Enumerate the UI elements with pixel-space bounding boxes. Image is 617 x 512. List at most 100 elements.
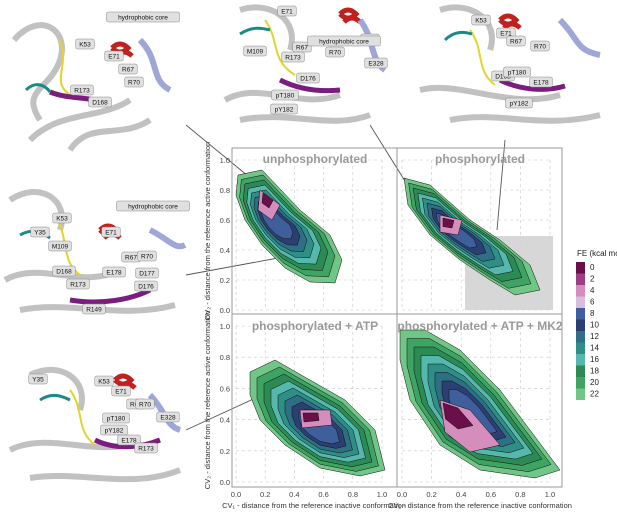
residue-label: K53 (75, 38, 95, 50)
svg-text:R70: R70 (329, 50, 341, 57)
colorbar-level: 4 (590, 286, 595, 295)
panel-titles: unphosphorylated phosphorylated phosphoryl… (252, 152, 563, 333)
svg-text:hydrophobic core: hydrophobic core (319, 39, 369, 46)
svg-text:R67: R67 (510, 39, 522, 46)
x-tick-label: 0.2 (260, 490, 270, 499)
svg-text:R67: R67 (296, 45, 308, 52)
y-tick-label: 0.2 (220, 447, 230, 456)
contour-minimum (302, 412, 320, 423)
svg-text:R70: R70 (139, 402, 151, 409)
svg-text:E328: E328 (160, 415, 176, 422)
svg-text:E71: E71 (115, 389, 127, 396)
colorbar-title: FE (kcal mol⁻¹) (577, 249, 617, 258)
panel-title-p3: phosphorylated + ATP (252, 319, 378, 333)
surface-p1 (235, 169, 343, 284)
structure-panel-top-right (419, 4, 601, 124)
x-tick-label: 0.0 (231, 490, 241, 499)
loop-lavender (137, 37, 172, 93)
contour-minimum (261, 192, 274, 209)
svg-text:R173: R173 (285, 55, 301, 62)
y-tick-label: 0.0 (220, 306, 230, 315)
x-tick-label: 0.4 (289, 490, 299, 499)
svg-text:R67: R67 (122, 67, 134, 74)
svg-text:pY182: pY182 (275, 107, 294, 114)
y-tick-label: 1.0 (220, 156, 230, 165)
svg-text:R173: R173 (138, 446, 154, 453)
svg-text:D177: D177 (139, 271, 155, 278)
y-axis-label-top: CV₂ - distance from the reference active… (203, 142, 212, 320)
svg-text:E178: E178 (106, 270, 122, 277)
svg-text:pY182: pY182 (510, 101, 529, 108)
x-tick-label: 0.0 (397, 490, 407, 499)
svg-text:M109: M109 (247, 49, 264, 56)
residue-label: hydrophobic core (106, 11, 180, 23)
svg-text:E71: E71 (105, 230, 117, 237)
x-tick-label: 1.0 (545, 490, 555, 499)
residue-label: D168 (88, 96, 112, 108)
residue-label: K53 (52, 212, 72, 224)
colorbar-level: 18 (590, 367, 599, 376)
colorbar-swatch (576, 296, 585, 308)
residue-label: D177 (135, 267, 159, 279)
residue-label: E178 (117, 434, 141, 446)
residue-label: E71 (101, 226, 121, 238)
y-tick-label: 0.8 (220, 353, 230, 362)
colorbar-swatch (576, 308, 585, 320)
x-tick-label: 0.6 (318, 490, 328, 499)
svg-text:E178: E178 (533, 80, 549, 87)
svg-text:R70: R70 (141, 254, 153, 261)
colorbar-level: 0 (590, 263, 595, 272)
residue-label: R70 (124, 76, 144, 88)
svg-text:hydrophobic core: hydrophobic core (118, 15, 168, 22)
colorbar-swatch (576, 273, 585, 285)
svg-text:D168: D168 (56, 269, 72, 276)
residue-label: E328 (364, 57, 388, 69)
surface-p3 (249, 359, 386, 477)
colorbar-swatch (576, 331, 585, 343)
residue-label: pY182 (270, 103, 298, 115)
x-tick-label: 0.6 (486, 490, 496, 499)
residue-label: R173 (281, 51, 305, 63)
svg-text:K53: K53 (56, 216, 68, 223)
colorbar-level: 10 (590, 321, 599, 330)
residue-label: D176 (134, 280, 158, 292)
colorbar: 0 2 4 6 8 10 12 14 16 18 20 22 (576, 262, 599, 400)
residue-label: R173 (66, 278, 90, 290)
svg-text:pT180: pT180 (508, 70, 527, 77)
svg-text:R67: R67 (125, 255, 137, 262)
svg-text:D176: D176 (300, 76, 316, 83)
residue-label: pT180 (271, 89, 299, 101)
residue-label: K53 (94, 375, 114, 387)
panel-title-p2: phosphorylated (435, 152, 525, 166)
svg-text:D168: D168 (92, 100, 108, 107)
y-tick-label: 0.0 (220, 478, 230, 487)
y-axis-label-bottom: CV₂ - distance from the reference active… (203, 311, 212, 489)
residue-label: E178 (102, 266, 126, 278)
panel-title-p1: unphosphorylated (263, 152, 368, 166)
colorbar-swatch (576, 354, 585, 366)
residue-label: pY182 (505, 97, 533, 109)
residue-label: E328 (156, 411, 180, 423)
contour-minimum (442, 402, 474, 430)
svg-text:R70: R70 (128, 80, 140, 87)
residue-label: E178 (529, 76, 553, 88)
residue-label: Y35 (30, 226, 50, 238)
x-tick-label: 0.2 (426, 490, 436, 499)
colorbar-level: 2 (590, 275, 595, 284)
residue-label: M109 (243, 45, 267, 57)
contour-minimum (442, 217, 455, 229)
colorbar-swatch (576, 377, 585, 389)
residue-label: D168 (52, 265, 76, 277)
free-energy-surfaces (235, 169, 561, 479)
x-tick-label: 0.8 (348, 490, 358, 499)
x-tick-label: 0.8 (515, 490, 525, 499)
residue-label: pY182 (100, 424, 128, 436)
x-axis-label-right: CV₁ - distance from the reference inacti… (388, 501, 572, 510)
y-tick-label: 0.4 (220, 246, 230, 255)
y-tick-label: 1.0 (220, 322, 230, 331)
x-axis-label-left: CV₁ - distance from the reference inacti… (222, 501, 406, 510)
colorbar-level: 16 (590, 355, 599, 364)
residue-label: Y35 (28, 373, 48, 385)
residue-label: E71 (111, 385, 131, 397)
y-tick-label: 0.8 (220, 186, 230, 195)
